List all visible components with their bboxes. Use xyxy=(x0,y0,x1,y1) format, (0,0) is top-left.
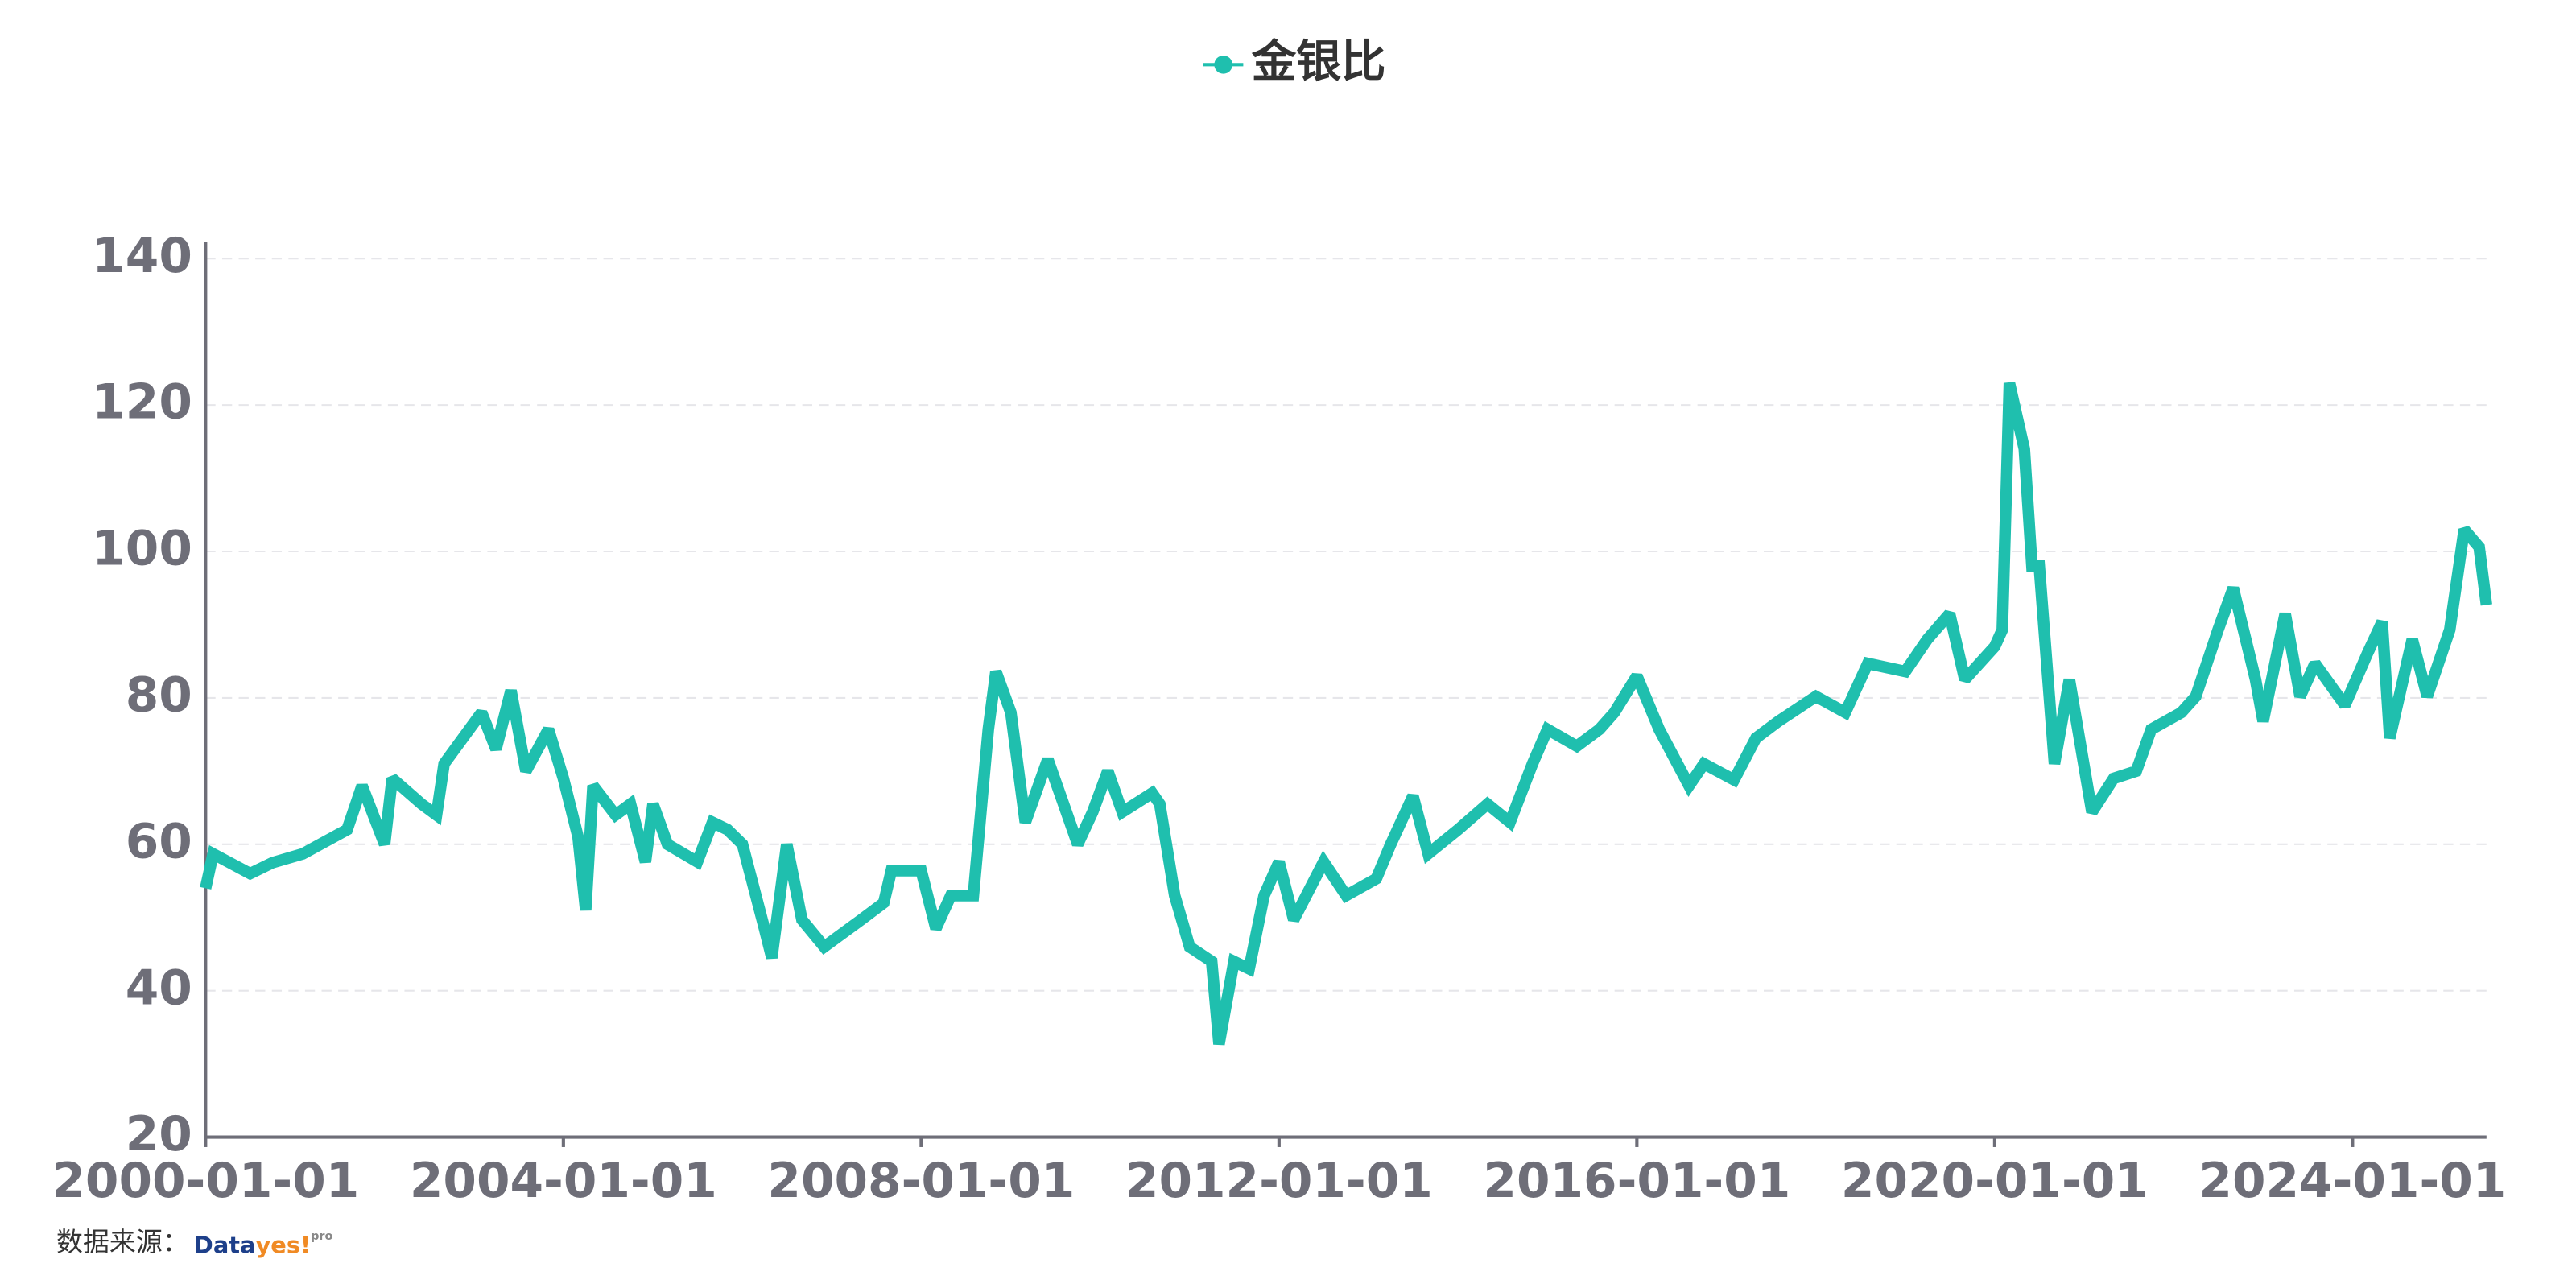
x-tick-label: 2008-01-01 xyxy=(767,1154,1075,1209)
x-tick-label: 2016-01-01 xyxy=(1483,1154,1790,1209)
data-line xyxy=(200,382,2492,1046)
x-tick-label: 2004-01-01 xyxy=(410,1154,717,1209)
legend-marker xyxy=(1214,55,1233,74)
x-tick-label: 2012-01-01 xyxy=(1125,1154,1433,1209)
logo-part: yes! xyxy=(256,1232,312,1259)
source-label: 数据来源： xyxy=(56,1226,189,1257)
legend-label: 金银比 xyxy=(1252,35,1386,88)
y-tick-label: 120 xyxy=(92,375,192,431)
y-tick-label: 100 xyxy=(92,522,192,577)
logo: Datayes!pro xyxy=(194,1230,333,1258)
y-tick-label: 80 xyxy=(126,668,192,724)
y-tick-label: 40 xyxy=(126,960,192,1016)
logo-sup: pro xyxy=(311,1230,332,1243)
y-tick-label: 60 xyxy=(126,814,192,869)
y-tick-label: 20 xyxy=(126,1107,192,1162)
logo-part: Data xyxy=(194,1232,256,1259)
legend: 金银比 xyxy=(1203,35,1385,88)
x-tick-label: 2020-01-01 xyxy=(1841,1154,2149,1209)
x-tick-label: 2000-01-01 xyxy=(52,1154,359,1209)
x-tick-label: 2024-01-01 xyxy=(2198,1154,2506,1209)
y-tick-label: 140 xyxy=(92,229,192,284)
